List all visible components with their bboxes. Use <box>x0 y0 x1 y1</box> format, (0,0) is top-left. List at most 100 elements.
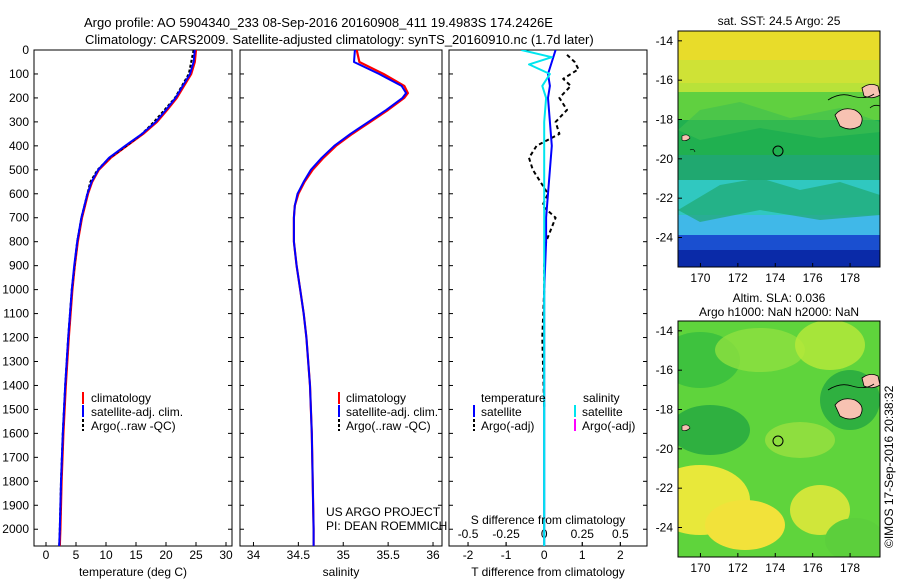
sst-map <box>678 31 880 267</box>
map-x-tick-label: 178 <box>840 561 860 575</box>
x-tick-label: 1 <box>579 548 586 562</box>
legend-label: satellite-adj. clim. <box>346 405 438 419</box>
x-tick-label: 0 <box>43 548 50 562</box>
difference-argo-line <box>528 54 580 410</box>
depth-tick-label: 300 <box>9 115 29 129</box>
legend-label: satellite-adj. clim. <box>91 405 183 419</box>
map-y-tick-label: -16 <box>656 73 674 87</box>
temperature-series <box>58 50 198 546</box>
depth-tick-label: 1700 <box>2 450 29 464</box>
credit-text: ©IMOS 17-Sep-2016 20:38:32 <box>882 385 896 548</box>
difference-top-axis: -0.5 -0.25 0 0.25 0.5 <box>458 527 629 546</box>
x-tick-label: 35 <box>337 548 351 562</box>
header-line2: Climatology: CARS2009. Satellite-adjuste… <box>85 32 594 47</box>
map-y-tick-label: -20 <box>656 152 674 166</box>
depth-tick-label: 1900 <box>2 498 29 512</box>
sla-map-title: Altim. SLA: 0.036 <box>733 291 826 305</box>
legend-label: Argo(..raw -QC) <box>346 419 431 433</box>
depth-tick-label: 700 <box>9 211 29 225</box>
depth-tick-label: 100 <box>9 67 29 81</box>
temperature-legend: climatology satellite-adj. clim. Argo(..… <box>82 391 183 433</box>
map-x-tick-label: 174 <box>765 561 785 575</box>
depth-tick-label: 1200 <box>2 331 29 345</box>
depth-tick-label: 1400 <box>2 378 29 392</box>
depth-tick-label: 1800 <box>2 474 29 488</box>
map-y-tick-label: -24 <box>656 231 674 245</box>
depth-axis: 0 100 200 300 400 500 600 700 800 900 1000 1100 1200… <box>2 43 647 536</box>
map-y-tick-label: -14 <box>656 34 674 48</box>
legend-label: climatology <box>91 391 151 405</box>
salinity-series <box>292 50 409 546</box>
salinity-satellite-line <box>292 50 408 546</box>
difference-series <box>521 50 580 546</box>
difference-xlabel: T difference from climatology <box>471 565 625 579</box>
argo-position-marker <box>772 145 784 157</box>
map-y-tick-label: -18 <box>656 403 674 417</box>
depth-tick-label: 1100 <box>3 307 29 321</box>
top-tick-label: -0.5 <box>458 527 479 541</box>
difference-legend: temperature satellite Argo(-adj) salinit… <box>473 391 635 433</box>
sst-map-title: sat. SST: 24.5 Argo: 25 <box>718 14 841 28</box>
sla-map <box>678 321 880 557</box>
legend-label: Argo(-adj) <box>582 419 635 433</box>
map-y-tick-label: -22 <box>656 191 674 205</box>
sla-map-axes: 170 172 174 176 178 -14 -16 -18 -20 -22 -24 <box>656 324 861 575</box>
depth-tick-label: 900 <box>9 259 29 273</box>
map-x-tick-label: 178 <box>840 271 860 285</box>
x-tick-label: 0 <box>541 548 548 562</box>
map-x-tick-label: 176 <box>803 561 823 575</box>
x-tick-label: 25 <box>189 548 203 562</box>
top-tick-label: 0.5 <box>612 527 629 541</box>
map-x-tick-label: 172 <box>728 271 748 285</box>
difference-salinity-satellite-line <box>521 50 553 546</box>
x-tick-label: 15 <box>129 548 143 562</box>
salinity-xlabel: salinity <box>323 565 360 579</box>
map-y-tick-label: -14 <box>656 324 674 338</box>
project-annotation: US ARGO PROJECT <box>326 505 441 519</box>
x-tick-label: 36 <box>426 548 440 562</box>
depth-tick-label: 800 <box>9 235 29 249</box>
difference-satellite-line <box>543 50 557 546</box>
x-tick-label: 20 <box>159 548 173 562</box>
map-y-tick-label: -18 <box>656 113 674 127</box>
top-tick-label: -0.25 <box>492 527 520 541</box>
depth-tick-label: 2000 <box>2 522 29 536</box>
temperature-climatology-line <box>58 50 198 546</box>
x-tick-label: -2 <box>463 548 474 562</box>
salinity-x-axis: 34 34.5 35 35.5 36 <box>247 542 440 562</box>
map-y-tick-label: -20 <box>656 442 674 456</box>
difference-panel-frame <box>448 49 648 547</box>
map-x-tick-label: 170 <box>690 561 710 575</box>
map-x-tick-label: 170 <box>690 271 710 285</box>
header-line1: Argo profile: AO 5904340_233 08-Sep-2016… <box>84 15 553 30</box>
temperature-panel-frame <box>33 49 233 547</box>
legend-title-salinity: salinity <box>583 391 620 405</box>
x-tick-label: 34 <box>247 548 261 562</box>
legend-label: Argo(..raw -QC) <box>91 419 176 433</box>
x-tick-label: 34.5 <box>287 548 311 562</box>
temperature-satellite-line <box>58 50 196 546</box>
top-tick-label: 0.25 <box>571 527 595 541</box>
temperature-xlabel: temperature (deg C) <box>79 565 187 579</box>
salinity-climatology-line <box>292 50 409 546</box>
legend-label: climatology <box>346 391 406 405</box>
salinity-legend: climatology satellite-adj. clim. Argo(..… <box>338 391 438 433</box>
depth-tick-label: 0 <box>22 43 29 57</box>
depth-tick-label: 600 <box>9 187 29 201</box>
map-x-tick-label: 174 <box>765 271 785 285</box>
salinity-panel-frame <box>239 49 443 547</box>
x-tick-label: 35.5 <box>376 548 400 562</box>
depth-tick-label: 1600 <box>2 426 29 440</box>
legend-label: satellite <box>582 405 623 419</box>
sst-map-axes: 170 172 174 176 178 -14 -16 -18 -20 -22 -24 <box>656 34 861 285</box>
legend-label: satellite <box>481 405 522 419</box>
x-tick-label: -1 <box>501 548 512 562</box>
temperature-x-axis: 0 5 10 15 20 25 30 <box>43 542 233 562</box>
map-x-tick-label: 176 <box>803 271 823 285</box>
x-tick-label: 10 <box>99 548 113 562</box>
depth-tick-label: 1500 <box>2 402 29 416</box>
depth-tick-label: 400 <box>9 139 29 153</box>
x-tick-label: 2 <box>617 548 624 562</box>
sla-map-subtitle: Argo h1000: NaN h2000: NaN <box>699 305 859 319</box>
